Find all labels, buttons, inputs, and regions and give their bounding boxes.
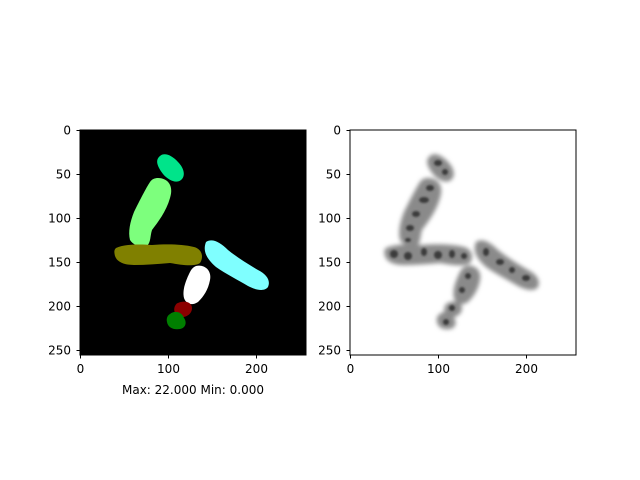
label-mask-x-tick: 0 [77, 362, 85, 376]
region-cyan [204, 240, 269, 290]
grayscale-image-y-tick: 0 [333, 124, 341, 138]
label-mask-y-tick: 250 [48, 344, 71, 358]
grayscale-image-frame [349, 129, 577, 356]
label-mask-x-tick: 100 [157, 362, 180, 376]
label-mask-y-tick: 200 [48, 300, 71, 314]
grayscale-image-y-tick: 100 [318, 212, 341, 226]
region-dark-green [166, 311, 186, 330]
label-mask-panel: 0 50 100 150 200 250 0 100 200 Max: 22.0… [48, 124, 307, 397]
grayscale-image-y-tick: 150 [318, 256, 341, 270]
grayscale-image-y-axis [346, 130, 350, 351]
region-spring-green [157, 154, 184, 182]
grayscale-image-x-tick: 200 [515, 362, 538, 376]
grayscale-image-x-tick: 0 [347, 362, 355, 376]
label-mask-y-tick: 0 [63, 124, 71, 138]
grayscale-image-y-tick: 250 [318, 344, 341, 358]
label-mask-y-tick: 100 [48, 212, 71, 226]
grayscale-chromosomes [384, 154, 539, 330]
region-light-green [129, 178, 172, 247]
region-olive [114, 244, 202, 266]
grayscale-image-x-axis [350, 355, 527, 359]
grayscale-image-y-tick: 200 [318, 300, 341, 314]
region-white [183, 265, 211, 305]
label-mask-frame [79, 129, 307, 356]
grayscale-image-y-tick: 50 [326, 168, 341, 182]
label-mask-y-axis [76, 130, 80, 351]
label-mask-x-axis [80, 355, 257, 359]
label-mask-y-tick: 50 [56, 168, 71, 182]
label-mask-caption: Max: 22.000 Min: 0.000 [122, 383, 264, 397]
grayscale-image-background [350, 130, 576, 355]
grayscale-image-x-tick: 100 [427, 362, 450, 376]
grayscale-image-panel: 0 50 100 150 200 250 0 100 200 [318, 124, 577, 376]
label-mask-y-tick: 150 [48, 256, 71, 270]
label-regions [114, 154, 269, 330]
label-mask-x-tick: 200 [245, 362, 268, 376]
label-mask-background [80, 130, 306, 355]
